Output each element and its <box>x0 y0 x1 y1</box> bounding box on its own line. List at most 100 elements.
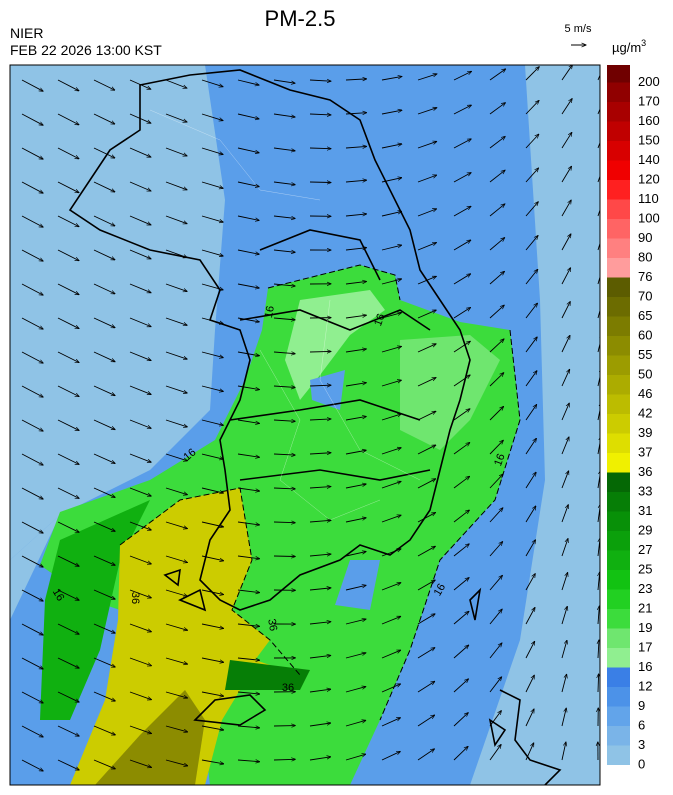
wind-arrow <box>453 409 470 421</box>
wind-arrow <box>561 572 568 591</box>
wind-arrow <box>561 166 571 183</box>
colorbar-segment <box>607 609 630 629</box>
wind-arrow <box>561 335 570 353</box>
wind-arrow <box>309 114 331 115</box>
wind-arrow <box>345 518 366 523</box>
wind-arrow <box>489 677 502 693</box>
colorbar-segment <box>607 277 630 297</box>
wind-arrow <box>165 521 187 529</box>
colorbar-label: 76 <box>638 269 652 284</box>
wind-arrow <box>453 746 468 761</box>
wind-arrow <box>201 487 223 493</box>
wind-arrow <box>489 305 504 319</box>
colorbar-label: 46 <box>638 386 652 401</box>
wind-arrow <box>345 214 366 217</box>
wind-arrow <box>21 623 43 635</box>
wind-arrow <box>93 385 115 396</box>
wind-arrow <box>525 438 536 455</box>
wind-arrow <box>417 513 435 523</box>
wind-arrow <box>273 454 295 455</box>
wind-arrow <box>21 589 43 601</box>
wind-arrow <box>345 146 367 148</box>
wind-arrow <box>237 419 259 423</box>
wind-arrow <box>57 249 79 261</box>
wind-arrow <box>345 248 366 251</box>
wind-arrow <box>165 249 187 258</box>
wind-arrow <box>21 453 43 465</box>
wind-arrow <box>201 691 224 696</box>
wind-arrow <box>381 616 401 625</box>
wind-arrow <box>381 380 401 387</box>
colorbar-label: 42 <box>638 405 652 420</box>
wind-arrow <box>237 147 259 153</box>
wind-arrow <box>309 723 331 727</box>
wind-arrow <box>597 242 600 251</box>
wind-arrow <box>345 180 367 182</box>
wind-arrow <box>201 79 223 87</box>
wind-arrow <box>201 113 223 121</box>
wind-arrow <box>381 76 402 81</box>
wind-arrow <box>381 414 401 421</box>
contour-label: 16 <box>432 582 449 599</box>
wind-arrow <box>129 215 151 225</box>
colorbar-label: 3 <box>638 737 645 752</box>
wind-arrow <box>525 641 535 659</box>
wind-arrow <box>525 337 537 353</box>
sea-field <box>310 370 345 410</box>
wind-arrow <box>309 80 331 81</box>
wind-arrow <box>273 318 295 320</box>
colorbar-segment <box>607 511 630 531</box>
colorbar-label: 23 <box>638 581 652 596</box>
wind-arrow <box>165 317 187 325</box>
colorbar-segment <box>607 180 630 200</box>
contour-label: 36 <box>129 592 141 604</box>
wind-arrow <box>345 484 366 489</box>
wind-arrow <box>93 147 115 158</box>
wind-arrow <box>57 453 79 464</box>
wind-arrow <box>309 351 331 352</box>
wind-arrow <box>597 334 600 353</box>
wind-arrow <box>561 471 569 489</box>
wind-arrow <box>237 249 259 254</box>
wind-arrow <box>489 373 504 387</box>
wind-arrow <box>345 315 366 319</box>
wind-arrow <box>453 611 469 625</box>
wind-arrow <box>597 267 600 285</box>
colorbar-segment <box>607 219 630 239</box>
colorbar-label: 9 <box>638 698 645 713</box>
wind-arrow <box>201 453 223 459</box>
wind-arrow <box>93 623 115 633</box>
wind-arrow <box>57 181 79 193</box>
wind-scale: 5 m/s <box>565 23 592 35</box>
wind-arrow <box>237 726 260 728</box>
wind-arrow <box>237 623 260 626</box>
wind-arrow <box>273 283 295 286</box>
wind-arrow <box>129 181 151 191</box>
wind-arrow <box>345 383 366 387</box>
wind-arrow <box>237 691 260 694</box>
wind-arrow <box>201 351 223 358</box>
wind-arrow <box>309 419 331 420</box>
wind-arrow <box>345 349 366 353</box>
wind-arrow <box>598 674 599 693</box>
colorbar-segment <box>607 589 630 609</box>
wind-arrow <box>201 317 223 324</box>
wind-arrow <box>93 555 115 565</box>
wind-arrow <box>93 725 115 735</box>
wind-arrow <box>201 759 224 764</box>
wind-arrow <box>273 181 295 185</box>
wind-arrow <box>165 623 188 630</box>
colorbar-segment <box>607 394 630 414</box>
wind-arrow <box>309 385 331 386</box>
wind-arrow <box>21 283 43 295</box>
wind-arrow <box>129 657 151 666</box>
wind-arrow <box>309 453 331 454</box>
unit: µg/m3 <box>612 38 646 55</box>
wind-arrow <box>237 317 259 322</box>
wind-arrow <box>561 268 571 285</box>
wind-arrow <box>237 385 259 390</box>
wind-arrow <box>237 521 259 525</box>
colorbar-label: 110 <box>638 191 659 206</box>
wind-arrow <box>57 589 79 600</box>
wind-arrow <box>381 549 401 557</box>
